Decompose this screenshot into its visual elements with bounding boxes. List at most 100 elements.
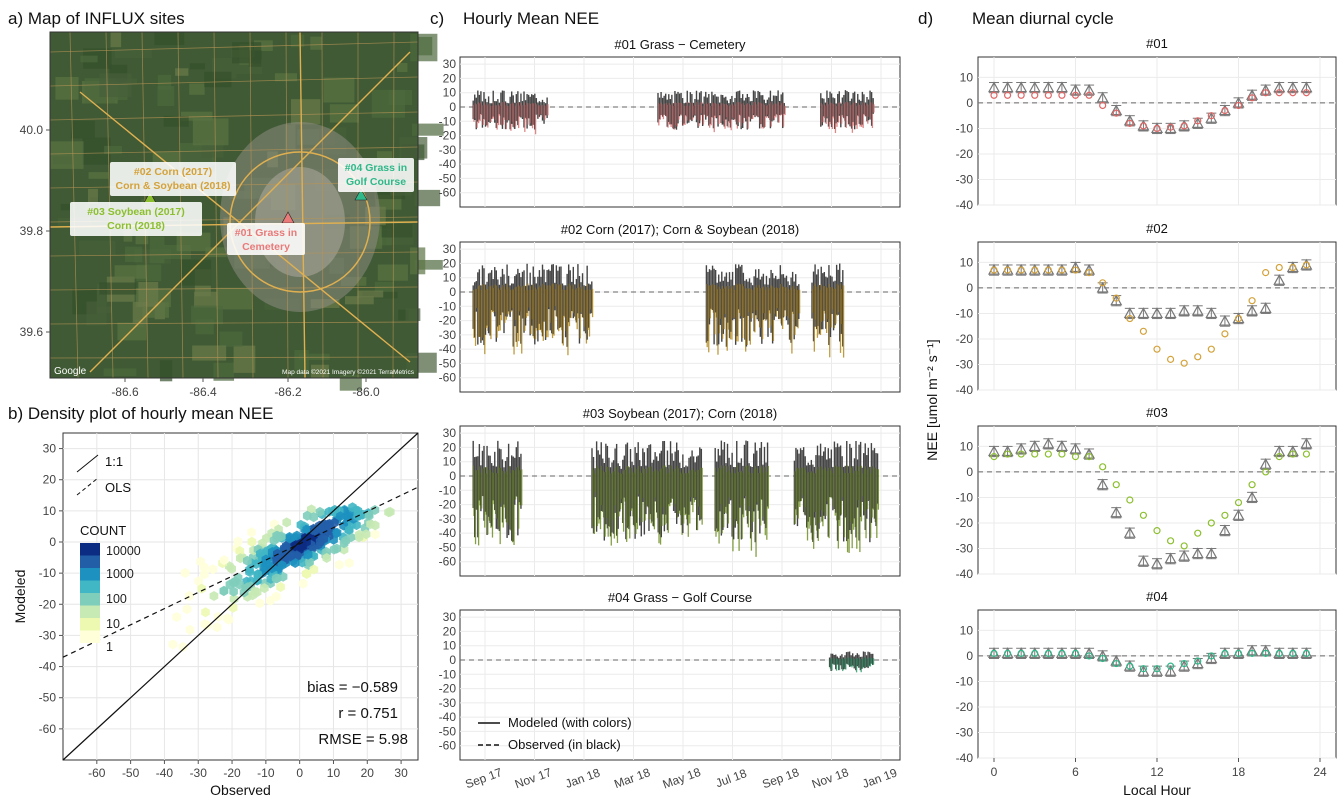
modeled-point: [1221, 511, 1229, 519]
density-hexbin: [255, 598, 265, 609]
observed-point: [1246, 304, 1259, 316]
map-road: [285, 31, 289, 379]
timeseries-y-tick-label: -30: [439, 328, 457, 342]
map-road: [321, 31, 324, 379]
timeseries-y-tick-label: -10: [439, 667, 457, 681]
count-colorbar-segment: [80, 593, 100, 606]
map-x-tick-label: -86.6: [111, 385, 139, 399]
timeseries-panel-1: #01 Grass − Cemetery3020100-10-20-30-40-…: [439, 37, 901, 208]
site-04-label-line2: Golf Course: [346, 176, 406, 188]
timeseries-subtitle: #01 Grass − Cemetery: [614, 37, 746, 52]
map-field-patch: [50, 141, 84, 169]
site-03-label-box: [70, 202, 202, 236]
ols-line: [62, 486, 419, 658]
map-road: [49, 41, 419, 53]
modeled-point: [1112, 294, 1120, 302]
timeseries-y-tick-label: 30: [443, 57, 457, 71]
interstate-road: [299, 31, 306, 379]
timeseries-x-tick-label: Sep 18: [760, 765, 801, 791]
modeled-point: [1248, 481, 1256, 489]
density-x-tick-label: 30: [394, 766, 408, 780]
diurnal-y-tick-label: 0: [966, 96, 973, 110]
diurnal-x-tick-label: 24: [1313, 765, 1327, 779]
density-hexbin: [309, 512, 318, 523]
observed-point: [1001, 445, 1014, 457]
timeseries-panel-4: #04 Grass − Golf Course3020100-10-20-30-…: [439, 590, 901, 792]
density-hexbin: [200, 569, 209, 580]
density-hexbin: [229, 586, 238, 597]
density-hexbin: [180, 567, 190, 578]
modeled-point: [1112, 109, 1120, 117]
density-x-tick-label: -60: [88, 766, 106, 780]
observed-point: [1123, 526, 1136, 538]
observed-point: [987, 81, 1001, 93]
density-hexbin: [185, 624, 195, 635]
map-field-patch: [114, 49, 152, 58]
modeled-point: [1166, 537, 1175, 545]
count-legend-label: 10: [106, 617, 120, 631]
density-hexbin: [253, 569, 262, 580]
density-hexbin: [315, 506, 325, 517]
timeseries-x-tick-label: Jan 18: [563, 765, 602, 791]
map-field-patch: [78, 240, 116, 256]
density-hexbin: [256, 548, 265, 559]
observed-point: [1246, 491, 1259, 503]
map-field-patch: [180, 111, 213, 121]
density-hexbin: [196, 556, 205, 567]
map-x-tick-label: -86.0: [352, 385, 380, 399]
density-hexbin: [286, 551, 295, 562]
timeseries-panel-2: #02 Corn (2017); Corn & Soybean (2018) 30…: [439, 222, 901, 393]
site-02-label-line2: Corn & Soybean (2018): [116, 180, 231, 192]
observed-point: [1137, 307, 1150, 319]
density-hexbin: [309, 564, 319, 575]
modeled-point: [1017, 266, 1025, 274]
observed-point: [1055, 81, 1068, 93]
diurnal-y-tick-label: -10: [956, 121, 974, 135]
modeled-point: [1166, 123, 1175, 131]
modeled-point: [990, 453, 998, 461]
map-field-patch: [377, 264, 408, 281]
count-colorbar-segment: [80, 555, 100, 568]
density-hexbin: [168, 639, 178, 650]
density-hexbin: [225, 579, 235, 590]
density-hexbin: [178, 641, 188, 652]
map-y-tick-label: 40.0: [20, 123, 44, 137]
site-04-label-line1: #04 Grass in: [345, 162, 407, 174]
map-field-patch: [410, 33, 438, 62]
timeseries-y-tick-label: 0: [449, 653, 456, 667]
timeseries-y-tick-label: 30: [443, 610, 457, 624]
modeled-point: [1234, 101, 1243, 110]
map-field-patch: [154, 32, 185, 46]
density-y-tick-label: -20: [39, 597, 57, 611]
modeled-point: [1262, 89, 1270, 97]
density-hexbin: [341, 535, 350, 546]
modeled-point: [1031, 266, 1039, 274]
map-field-patch: [310, 364, 329, 379]
density-hexbin: [302, 568, 312, 579]
density-hexbin: [322, 553, 331, 563]
modeled-point: [1071, 266, 1080, 274]
timeseries-y-tick-label: -40: [439, 710, 457, 724]
timeseries-y-tick-label: -40: [439, 157, 457, 171]
panel-c-title: Hourly Mean NEE: [463, 9, 599, 28]
density-hexbin: [370, 520, 380, 531]
modeled-point: [1126, 496, 1134, 504]
modeled-point: [1071, 453, 1080, 461]
map-field-patch: [114, 265, 147, 279]
modeled-point: [1126, 662, 1134, 670]
timeseries-y-tick-label: -10: [439, 483, 457, 497]
site-01-label-box: [227, 223, 305, 255]
observed-point: [1246, 89, 1259, 100]
map-field-patch: [357, 290, 384, 298]
density-hexbin: [225, 561, 234, 572]
modeled-point: [1058, 91, 1066, 99]
map-field-patch: [290, 34, 305, 48]
density-hexbin: [302, 524, 312, 535]
interstate-road: [89, 51, 411, 373]
timeseries-y-tick-label: -60: [439, 739, 457, 753]
observed-point: [1110, 506, 1123, 518]
density-hexbin: [334, 559, 344, 570]
map-y-tick-label: 39.6: [20, 325, 44, 339]
observed-point: [1096, 281, 1109, 293]
map-field-patch: [411, 123, 444, 136]
